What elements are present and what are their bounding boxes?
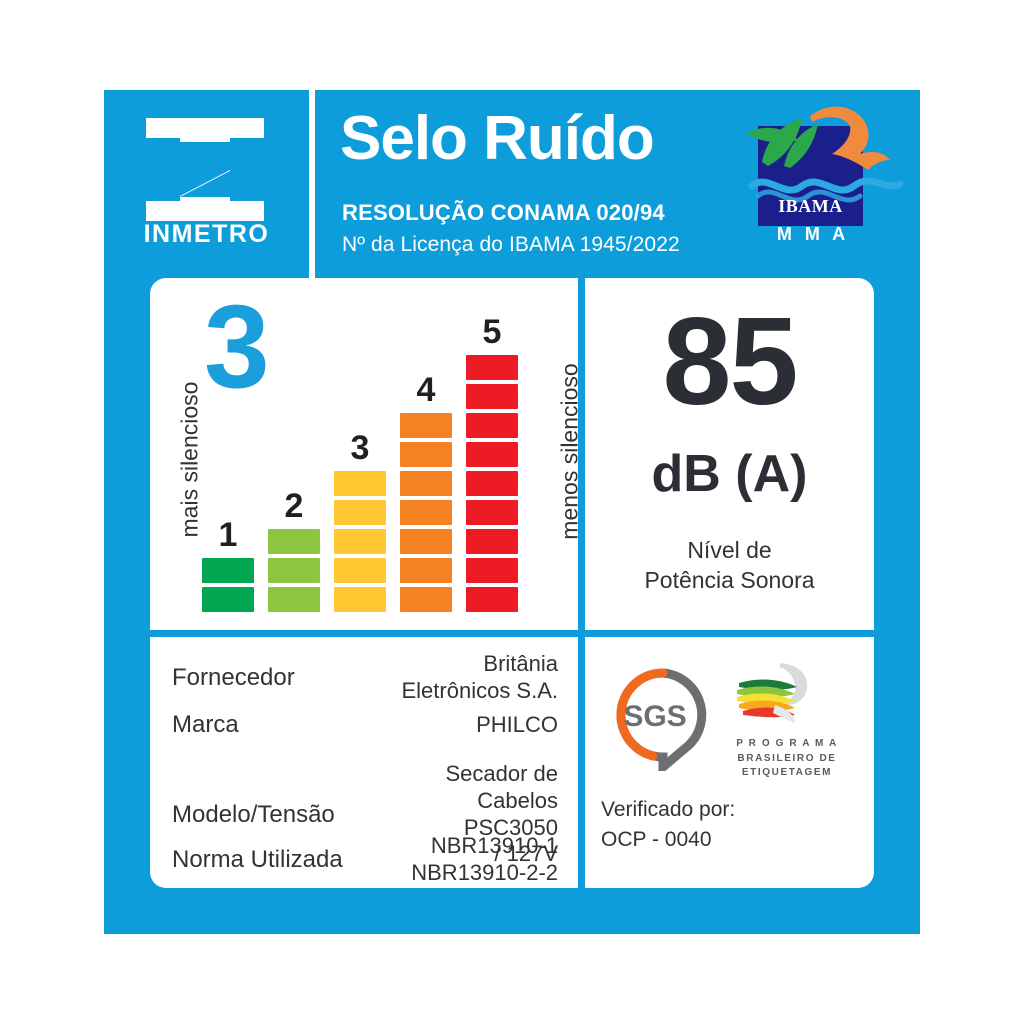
- scale-bar-label-5: 5: [482, 313, 502, 351]
- resolution-text: RESOLUÇÃO CONAMA 020/94: [342, 200, 665, 225]
- scale-bar-segment: [466, 355, 518, 380]
- scale-bar-segment: [466, 529, 518, 554]
- scale-bar-segment: [268, 558, 320, 583]
- title-block: Selo Ruído RESOLUÇÃO CONAMA 020/94 Nº da…: [315, 90, 715, 278]
- scale-bar-segment: [334, 558, 386, 583]
- license-text: Nº da Licença do IBAMA 1945/2022: [342, 233, 680, 256]
- scale-bar-segment: [466, 384, 518, 409]
- header-divider: [309, 90, 315, 278]
- sound-power-caption: Nível de Potência Sonora: [644, 537, 815, 593]
- scale-bar-segment: [268, 529, 320, 554]
- info-row-key: Norma Utilizada: [172, 845, 343, 873]
- scale-label-quieter: mais silencioso: [176, 381, 203, 538]
- panel-horizontal-divider: [150, 630, 874, 637]
- panel-vertical-divider: [578, 278, 585, 888]
- info-row-value: PHILCO: [476, 711, 558, 737]
- inmetro-logo-block: INMETRO: [104, 90, 309, 278]
- label-panel: 3 mais silencioso menos silencioso 1 2 3 4 5…: [150, 278, 874, 888]
- scale-bar-segment: [466, 500, 518, 525]
- scale-bar-1: [202, 558, 254, 612]
- rating-value: 3: [204, 281, 270, 413]
- scale-bar-segment: [466, 558, 518, 583]
- scale-bar-segment: [466, 471, 518, 496]
- scale-bar-5: [466, 355, 518, 612]
- scale-bar-segment: [466, 413, 518, 438]
- mma-wordmark: M M A: [776, 224, 850, 244]
- scale-bar-label-2: 2: [284, 487, 304, 525]
- scale-bar-segment: [400, 471, 452, 496]
- ibama-bird-leaf-water-icon: [746, 106, 904, 203]
- pbe-ribbon-logo-icon: [737, 663, 808, 723]
- info-row: Modelo/Tensão Secador de Cabelos PSC3050 …: [150, 761, 578, 868]
- page-title: Selo Ruído: [340, 104, 655, 173]
- inmetro-wordmark: INMETRO: [143, 220, 270, 248]
- scale-bar-segment: [400, 587, 452, 612]
- noise-scale-chart: 3 mais silencioso menos silencioso 1 2 3 4 5: [150, 278, 583, 630]
- product-info-table: Fornecedor Britânia Eletrônicos S.A. Marca…: [150, 637, 578, 888]
- scale-bar-label-4: 4: [416, 371, 436, 409]
- scale-bar-3: [334, 471, 386, 612]
- scale-label-louder: menos silencioso: [556, 363, 583, 540]
- scale-bar-segment: [334, 500, 386, 525]
- info-row-key: Marca: [172, 711, 239, 738]
- scale-bar-segment: [334, 587, 386, 612]
- inmetro-ibeam-icon: [140, 118, 270, 221]
- scale-bar-segment: [466, 442, 518, 467]
- sound-power-zone: 85 dB (A) Nível de Potência Sonora: [585, 278, 874, 630]
- sound-power-value: 85: [662, 293, 799, 431]
- scale-bar-label-1: 1: [218, 516, 238, 554]
- ibama-logo-block: IBAMA M M A: [732, 100, 912, 265]
- label-header: INMETRO Selo Ruído RESOLUÇÃO CONAMA 020/…: [104, 90, 920, 278]
- info-row-value: Secador de Cabelos PSC3050 / 127V: [445, 761, 558, 867]
- info-row: Norma Utilizada NBR13910-1 NBR13910-2-2: [150, 833, 578, 887]
- certification-zone: SGS P R O G R A M A BRASILEIRO DE ETIQUE…: [585, 637, 874, 888]
- scale-bar-segment: [268, 587, 320, 612]
- pbe-wordmark: P R O G R A M A BRASILEIRO DE ETIQUETAGE…: [736, 738, 838, 778]
- scale-bar-segment: [400, 558, 452, 583]
- scale-bar-segment: [400, 413, 452, 438]
- scale-bars: 1 2 3 4 5: [202, 315, 522, 612]
- scale-bar-segment: [400, 500, 452, 525]
- ibama-wordmark: IBAMA: [778, 196, 843, 216]
- info-row: Fornecedor Britânia Eletrônicos S.A.: [150, 651, 578, 705]
- scale-bar-segment: [202, 558, 254, 583]
- verified-by-text: Verificado por: OCP - 0040: [601, 798, 736, 852]
- scale-bar-segment: [400, 442, 452, 467]
- scale-bar-segment: [400, 529, 452, 554]
- sgs-circle-logo-icon: SGS: [616, 668, 707, 771]
- selo-ruido-label: INMETRO Selo Ruído RESOLUÇÃO CONAMA 020/…: [104, 90, 920, 934]
- sound-power-unit: dB (A): [651, 445, 808, 503]
- scale-bar-4: [400, 413, 452, 612]
- scale-bar-label-3: 3: [350, 429, 370, 467]
- info-row-value: NBR13910-1 NBR13910-2-2: [411, 833, 558, 885]
- info-row-key: Modelo/Tensão: [172, 800, 335, 828]
- info-row-value: Britânia Eletrônicos S.A.: [401, 651, 558, 703]
- scale-bar-segment: [334, 529, 386, 554]
- svg-text:SGS: SGS: [623, 700, 686, 733]
- info-row: Marca PHILCO: [150, 711, 578, 739]
- scale-bar-segment: [466, 587, 518, 612]
- scale-bar-segment: [334, 471, 386, 496]
- scale-bar-2: [268, 529, 320, 612]
- info-row-key: Fornecedor: [172, 663, 295, 691]
- scale-bar-segment: [202, 587, 254, 612]
